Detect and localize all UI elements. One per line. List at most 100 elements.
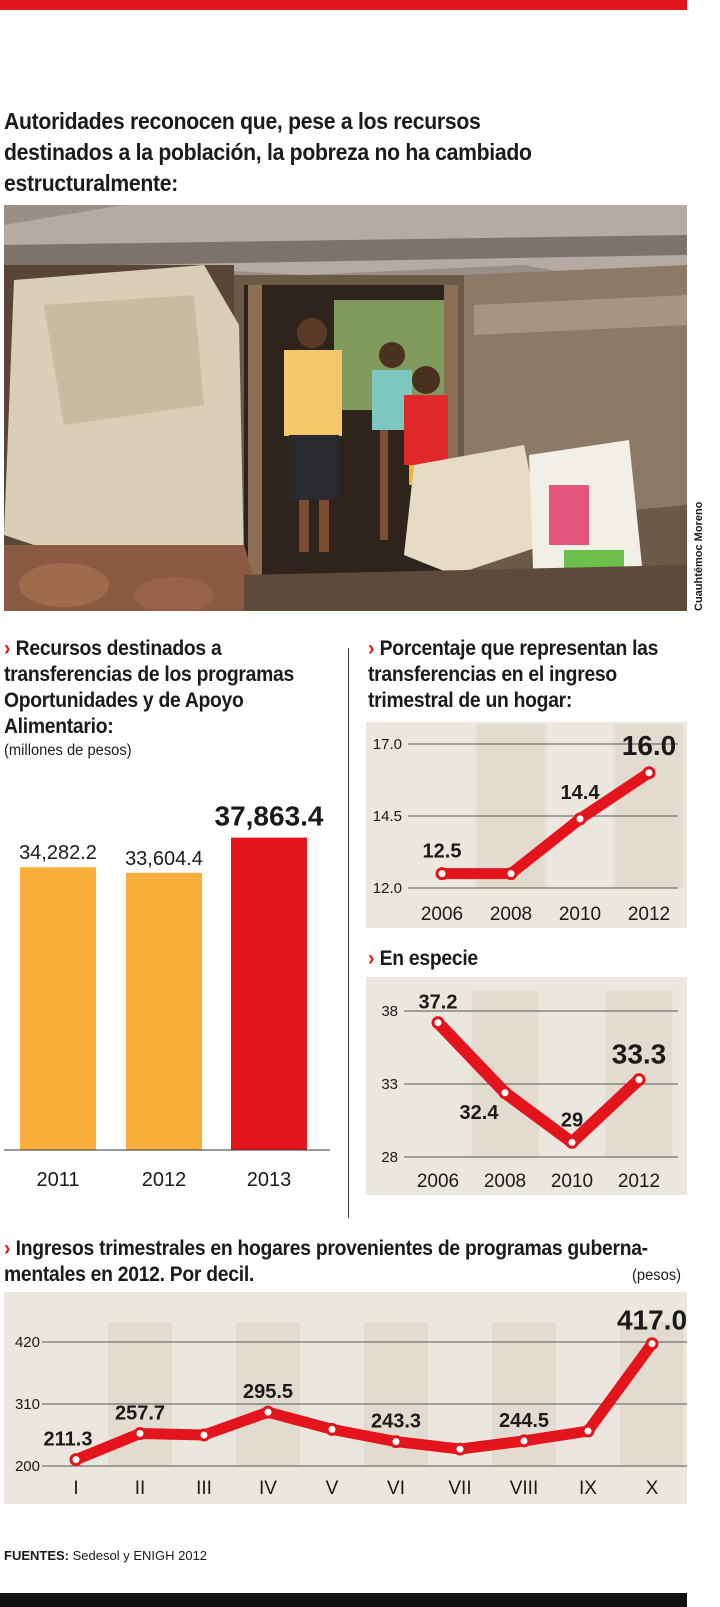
section-divider xyxy=(348,648,349,1218)
porcentaje-line-chart: 12.0 14.5 17.0 12.5 2006 2008 14.4 2010 16.0 2012 xyxy=(373,724,684,925)
data-label: 29 xyxy=(561,1109,583,1131)
column-band xyxy=(614,724,684,888)
data-point xyxy=(642,766,656,780)
headline: Autoridades reconocen que, pese a los re… xyxy=(4,108,532,196)
data-point xyxy=(581,1424,595,1438)
data-point xyxy=(69,1453,83,1467)
x-tick-label: IX xyxy=(579,1478,597,1499)
recursos-bar-chart: 34,282.2 2011 33,604.4 2012 37,863.4 2013 xyxy=(4,801,330,1191)
y-tick-label: 420 xyxy=(15,1334,40,1351)
x-tick-label: X xyxy=(646,1478,659,1499)
ingresos-title: › Ingresos trimestrales en hogares proven… xyxy=(4,1236,648,1288)
x-tick-label: 2013 xyxy=(247,1169,292,1191)
porcentaje-title-text: Porcentaje que representan las transfere… xyxy=(368,637,659,712)
x-tick-label: 2010 xyxy=(559,904,601,925)
y-tick-label: 28 xyxy=(381,1149,398,1166)
ingresos-unit: (pesos) xyxy=(632,1267,682,1284)
series-line xyxy=(432,1016,645,1149)
recursos-title-text: Recursos destinados a transferencias de … xyxy=(4,637,294,738)
data-point xyxy=(435,867,449,881)
chevron-right-icon: › xyxy=(4,1237,11,1260)
x-tick-label: 2008 xyxy=(484,1171,526,1192)
chevron-right-icon: › xyxy=(4,637,11,660)
y-tick-label: 33 xyxy=(381,1076,398,1093)
y-tick-label: 38 xyxy=(381,1003,398,1020)
y-tick-label: 14.5 xyxy=(373,808,402,825)
data-label: 32.4 xyxy=(460,1102,500,1124)
series-line xyxy=(436,767,655,880)
data-point xyxy=(431,1016,445,1030)
porcentaje-title: › Porcentaje que representan las transfer… xyxy=(368,636,681,714)
sources-label: FUENTES: xyxy=(4,1548,69,1563)
especie-line-chart: 28 33 38 37.2 2006 32.4 2008 29 2010 33.3 2012 xyxy=(381,991,678,1192)
data-point xyxy=(504,867,518,881)
data-label: 12.5 xyxy=(423,841,462,863)
x-tick-label: II xyxy=(135,1478,146,1499)
data-point xyxy=(133,1426,147,1440)
x-tick-label: 2011 xyxy=(36,1169,79,1191)
column-band xyxy=(476,724,546,888)
x-tick-label: 2008 xyxy=(490,904,532,925)
series-line xyxy=(70,1338,658,1466)
data-label: 33.3 xyxy=(612,1039,667,1070)
especie-title: › En especie xyxy=(368,946,644,972)
x-tick-label: I xyxy=(73,1478,78,1499)
x-tick-label: VII xyxy=(448,1478,471,1499)
photo-credit: Cuauhtémoc Moreno xyxy=(693,501,705,611)
data-label: 211.3 xyxy=(44,1429,93,1451)
x-tick-label: 2006 xyxy=(417,1171,459,1192)
bar-2012 xyxy=(126,872,202,1150)
recursos-unit: (millones de pesos) xyxy=(4,742,132,759)
x-tick-label: 2006 xyxy=(421,904,463,925)
data-point xyxy=(632,1073,646,1087)
data-label: 295.5 xyxy=(243,1381,293,1403)
data-point xyxy=(453,1442,467,1456)
especie-title-text: En especie xyxy=(379,947,478,970)
data-point xyxy=(645,1337,659,1351)
data-point xyxy=(325,1422,339,1436)
y-tick-label: 17.0 xyxy=(373,736,402,753)
data-point xyxy=(565,1135,579,1149)
bar-value-label: 34,282.2 xyxy=(19,842,97,864)
photo-shack-family xyxy=(4,205,687,611)
data-label: 37.2 xyxy=(419,992,458,1014)
chevron-right-icon: › xyxy=(368,947,375,970)
bar-2011 xyxy=(20,867,96,1150)
column-band xyxy=(236,1322,300,1466)
data-point xyxy=(389,1435,403,1449)
bar-value-label: 33,604.4 xyxy=(125,848,203,870)
data-point xyxy=(261,1405,275,1419)
data-label: 243.3 xyxy=(371,1411,421,1433)
x-tick-label: 2012 xyxy=(628,904,670,925)
y-tick-label: 12.0 xyxy=(373,880,402,897)
x-tick-label: VI xyxy=(387,1478,405,1499)
data-point xyxy=(197,1428,211,1442)
data-point xyxy=(498,1086,512,1100)
bottom-bar xyxy=(0,1593,687,1607)
x-tick-label: 2012 xyxy=(618,1171,660,1192)
sources-note: FUENTES: Sedesol y ENIGH 2012 xyxy=(4,1548,207,1563)
data-label: 16.0 xyxy=(622,730,677,761)
data-label: 417.0 xyxy=(617,1305,687,1336)
x-tick-label: 2010 xyxy=(551,1171,593,1192)
data-point xyxy=(517,1434,531,1448)
recursos-title: › Recursos destinados a transferencias de… xyxy=(4,636,317,740)
top-accent-bar xyxy=(0,0,687,10)
y-tick-label: 200 xyxy=(15,1458,40,1475)
chevron-right-icon: › xyxy=(368,637,375,660)
x-tick-label: V xyxy=(326,1478,339,1499)
ingresos-title-text: Ingresos trimestrales en hogares proveni… xyxy=(4,1237,648,1286)
x-tick-label: 2012 xyxy=(142,1169,187,1191)
data-label: 257.7 xyxy=(115,1402,165,1424)
bar-2013 xyxy=(231,837,307,1150)
x-tick-label: IV xyxy=(259,1478,277,1499)
data-label: 244.5 xyxy=(499,1410,549,1432)
data-label: 14.4 xyxy=(561,782,601,804)
x-tick-label: VIII xyxy=(510,1478,539,1499)
y-tick-label: 310 xyxy=(15,1396,40,1413)
bar-value-label: 37,863.4 xyxy=(215,801,324,832)
data-point xyxy=(573,812,587,826)
sources-text: Sedesol y ENIGH 2012 xyxy=(72,1548,208,1563)
x-tick-label: III xyxy=(196,1478,212,1499)
